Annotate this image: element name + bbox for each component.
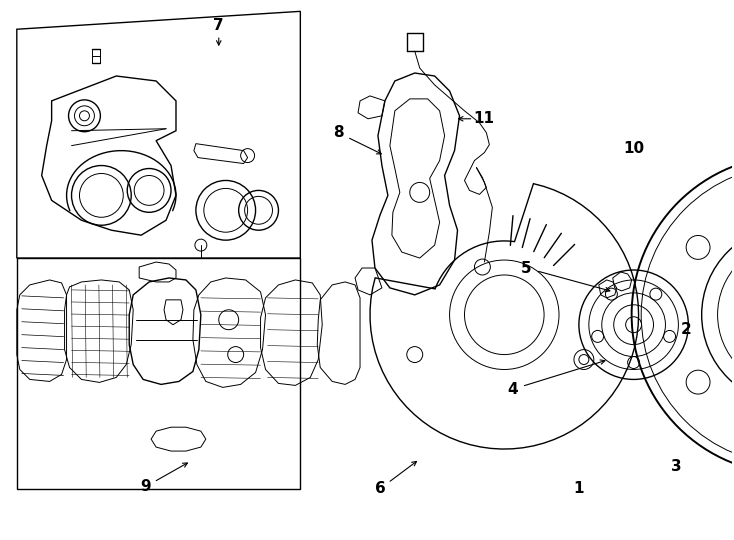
Text: 11: 11 (473, 111, 494, 126)
Text: 7: 7 (214, 18, 224, 33)
Text: 6: 6 (374, 481, 385, 496)
Text: 5: 5 (521, 260, 531, 275)
Text: 10: 10 (623, 141, 644, 156)
Text: 3: 3 (671, 460, 682, 475)
Text: 8: 8 (333, 125, 344, 140)
Text: 4: 4 (507, 382, 517, 397)
Text: 2: 2 (681, 322, 691, 337)
Text: 1: 1 (574, 481, 584, 496)
Text: 9: 9 (140, 480, 150, 495)
